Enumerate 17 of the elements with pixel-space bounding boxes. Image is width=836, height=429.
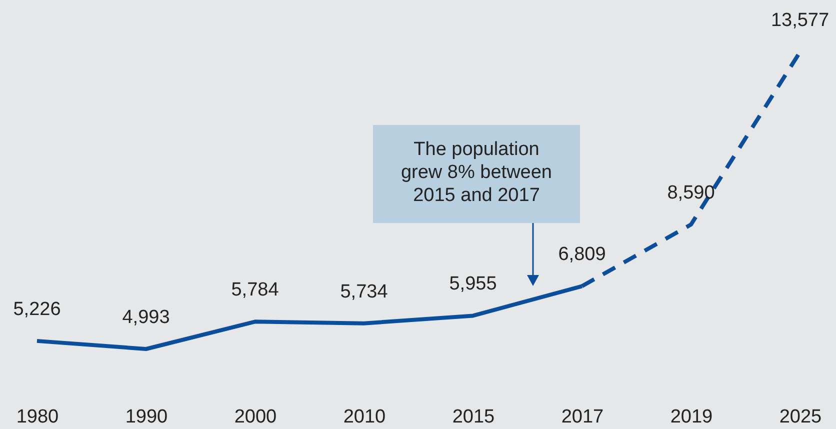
data-label: 5,784 bbox=[231, 280, 280, 301]
x-tick-label: 2010 bbox=[343, 406, 386, 428]
x-tick-label: 2019 bbox=[670, 406, 713, 428]
data-label: 13,577 bbox=[770, 10, 830, 31]
x-tick-label: 2015 bbox=[452, 406, 495, 428]
x-tick-label: 2025 bbox=[779, 406, 822, 428]
annotation: The population grew 8% between 2015 and 2017 bbox=[373, 125, 580, 223]
data-label: 5,226 bbox=[13, 298, 61, 320]
data-label: 4,993 bbox=[122, 307, 170, 328]
x-tick-label: 2017 bbox=[561, 406, 604, 428]
data-label: 5,955 bbox=[449, 274, 497, 295]
data-label: 6,809 bbox=[558, 244, 606, 266]
x-tick-label: 1990 bbox=[125, 406, 168, 428]
data-label: 8,590 bbox=[667, 182, 715, 204]
data-label: 5,734 bbox=[340, 281, 388, 302]
x-tick-label: 1980 bbox=[16, 406, 59, 428]
x-tick-label: 2000 bbox=[234, 406, 277, 428]
